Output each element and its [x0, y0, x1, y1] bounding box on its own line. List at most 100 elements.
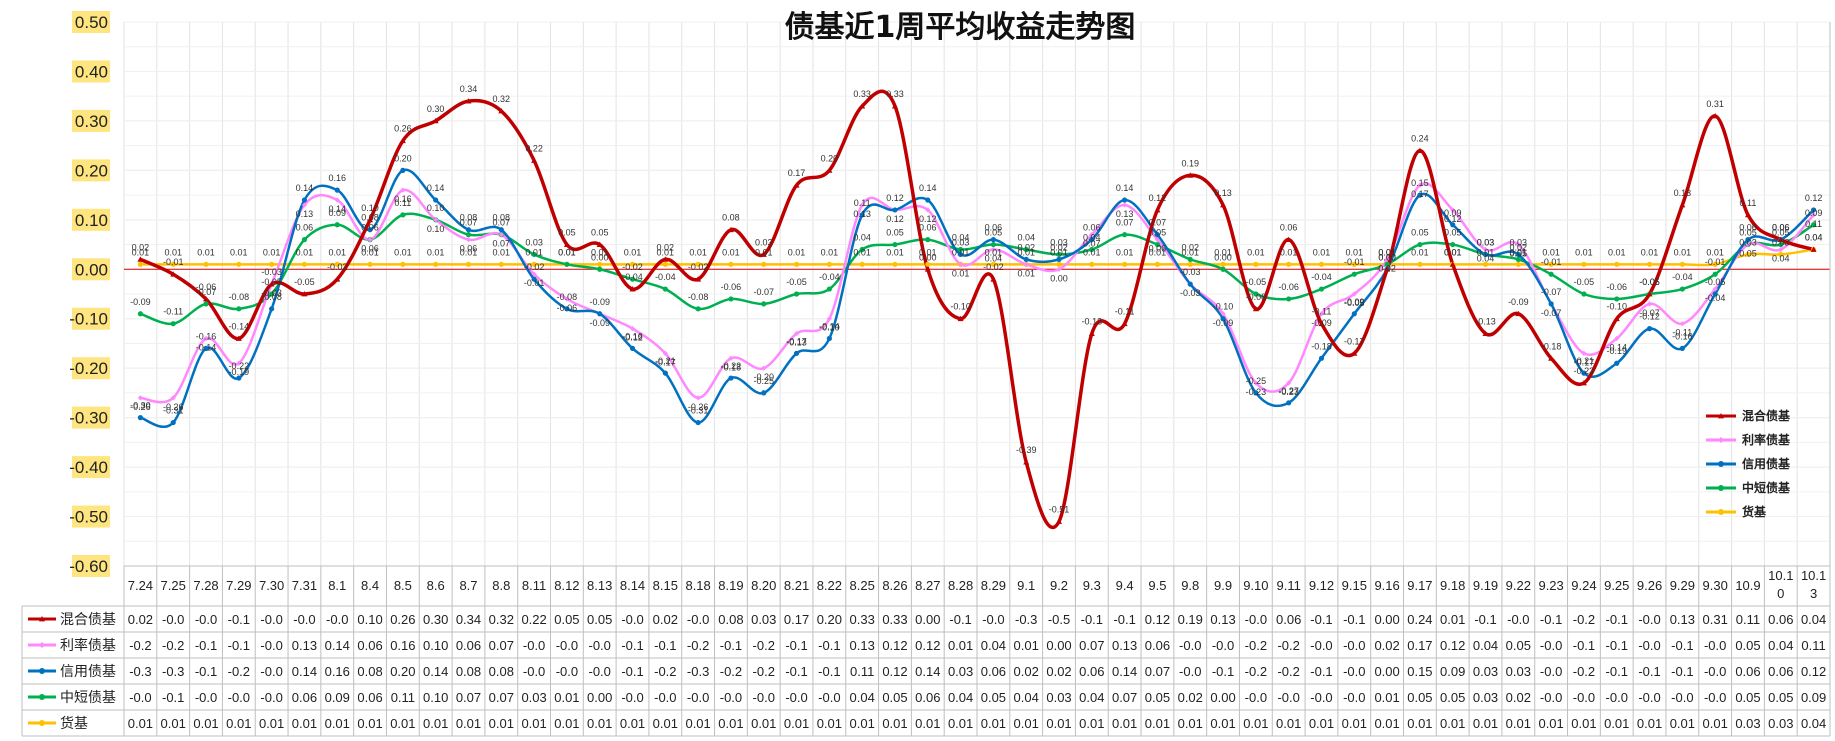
table-cell: -0.0: [1343, 664, 1365, 679]
data-label-3: -0.05: [1574, 277, 1595, 287]
table-cell: -0.0: [1671, 690, 1693, 705]
table-cell: 0.01: [489, 716, 514, 731]
table-cell: 0.01: [456, 716, 481, 731]
table-cell: 0.04: [1473, 638, 1498, 653]
data-label-2: -0.10: [1213, 302, 1234, 312]
data-label-4: 0.01: [1575, 247, 1593, 257]
data-label-2: 0.07: [1149, 218, 1167, 228]
data-label-0: -0.51: [1049, 504, 1070, 514]
table-cell: 0.01: [161, 716, 186, 731]
y-tick-background: [72, 456, 110, 479]
data-point-1: [1614, 335, 1620, 342]
data-point-1: [367, 237, 373, 243]
x-tick-label: 8.20: [751, 578, 776, 593]
data-label-1: 0.12: [919, 214, 937, 224]
data-point-2: [367, 227, 373, 233]
data-point-1: [629, 326, 636, 332]
data-point-3: [301, 237, 308, 243]
data-point-4: [236, 261, 242, 267]
table-cell: 0.02: [1374, 638, 1399, 653]
data-label-4: 0.01: [427, 247, 445, 257]
data-point-1: [170, 395, 176, 401]
table-cell: 0.13: [292, 638, 317, 653]
data-point-3: [1712, 271, 1718, 277]
data-point-0: [531, 157, 538, 163]
table-cell: 0.05: [587, 612, 612, 627]
data-label-2: 0.15: [1411, 178, 1429, 188]
table-cell: 0.17: [1407, 638, 1432, 653]
table-row-name: 混合债基: [60, 611, 116, 628]
data-label-2: -0.09: [1344, 297, 1365, 307]
data-point-0: [1613, 315, 1620, 322]
table-cell: -0.0: [523, 664, 545, 679]
data-point-1: [925, 207, 931, 213]
data-point-2: [1614, 360, 1620, 366]
data-label-0: -0.13: [1475, 317, 1496, 327]
table-cell: -0.1: [949, 612, 971, 627]
table-cell: 0.06: [1735, 664, 1760, 679]
table-cell: -0.2: [162, 638, 184, 653]
x-tick-label: 9.11: [1277, 578, 1301, 593]
table-cell: 0.04: [850, 690, 875, 705]
table-cell: -0.1: [1310, 612, 1332, 627]
table-cell: 0.03: [1735, 716, 1760, 731]
table-cell: -0.0: [589, 664, 611, 679]
data-label-3: 0.06: [296, 223, 314, 233]
data-point-3: [695, 306, 701, 312]
data-point-2: [990, 237, 997, 243]
data-label-1: 0.07: [493, 239, 511, 249]
data-label-2: -0.08: [261, 292, 282, 302]
data-point-4: [1614, 261, 1620, 267]
data-label-0: 0.33: [853, 89, 871, 99]
table-cell: 0.08: [357, 664, 382, 679]
table-cell: -0.1: [785, 638, 807, 653]
data-label-3: 0.05: [1772, 228, 1790, 238]
data-label-1: -0.17: [655, 357, 676, 367]
table-cell: 0.01: [685, 716, 710, 731]
series-line-3: [139, 212, 1815, 326]
data-label-1: -0.18: [721, 362, 742, 372]
data-label-4: 0.01: [1050, 247, 1068, 257]
data-label-1: 0.05: [1510, 249, 1528, 259]
data-label-4: 0.01: [493, 247, 511, 257]
table-cell: 0.01: [751, 716, 776, 731]
table-cell: 0.08: [456, 664, 481, 679]
table-cell: -0.3: [162, 664, 184, 679]
table-cell: 0.01: [325, 716, 350, 731]
data-point-2: [1220, 316, 1226, 322]
table-cell: 0.34: [456, 612, 481, 627]
table-cell: -0.0: [1638, 638, 1660, 653]
table-cell: -0.0: [1704, 664, 1726, 679]
data-label-2: -0.17: [786, 336, 807, 346]
x-tick-label: 8.21: [784, 578, 809, 593]
y-tick-background: [72, 555, 110, 577]
table-cell: 0.05: [981, 690, 1006, 705]
data-label-4: 0.01: [1280, 247, 1298, 257]
table-cell: -0.0: [1343, 690, 1365, 705]
data-point-2: [1122, 197, 1128, 203]
data-point-0: [1646, 291, 1653, 297]
data-point-4: [925, 261, 931, 267]
table-cell: 0.05: [1440, 690, 1465, 705]
table-cell: 0.01: [1506, 716, 1531, 731]
data-label-2: -0.09: [589, 297, 610, 307]
table-cell: 0.01: [1407, 716, 1432, 731]
x-tick-label: 8.13: [587, 578, 612, 593]
table-cell: 0.01: [620, 716, 645, 731]
data-label-4: 0.01: [853, 247, 871, 257]
chart-title: 债基近1周平均收益走势图: [785, 10, 1136, 45]
table-cell: -0.1: [654, 638, 676, 653]
x-tick-label: 9.24: [1571, 578, 1596, 593]
data-label-3: -0.01: [1705, 257, 1726, 267]
data-label-1: 0.10: [427, 224, 445, 234]
table-cell: -0.0: [1179, 638, 1201, 653]
table-cell: 0.11: [1801, 638, 1825, 653]
data-label-3: -0.01: [1541, 257, 1562, 267]
data-point-1: [1745, 241, 1751, 248]
data-label-1: 0.12: [1444, 214, 1462, 224]
table-cell: 0.01: [390, 716, 415, 731]
data-label-3: 0.05: [985, 228, 1003, 238]
y-tick-label: 0.40: [75, 62, 108, 81]
data-point-3: [1089, 246, 1095, 253]
table-cell: 0.01: [423, 716, 448, 731]
